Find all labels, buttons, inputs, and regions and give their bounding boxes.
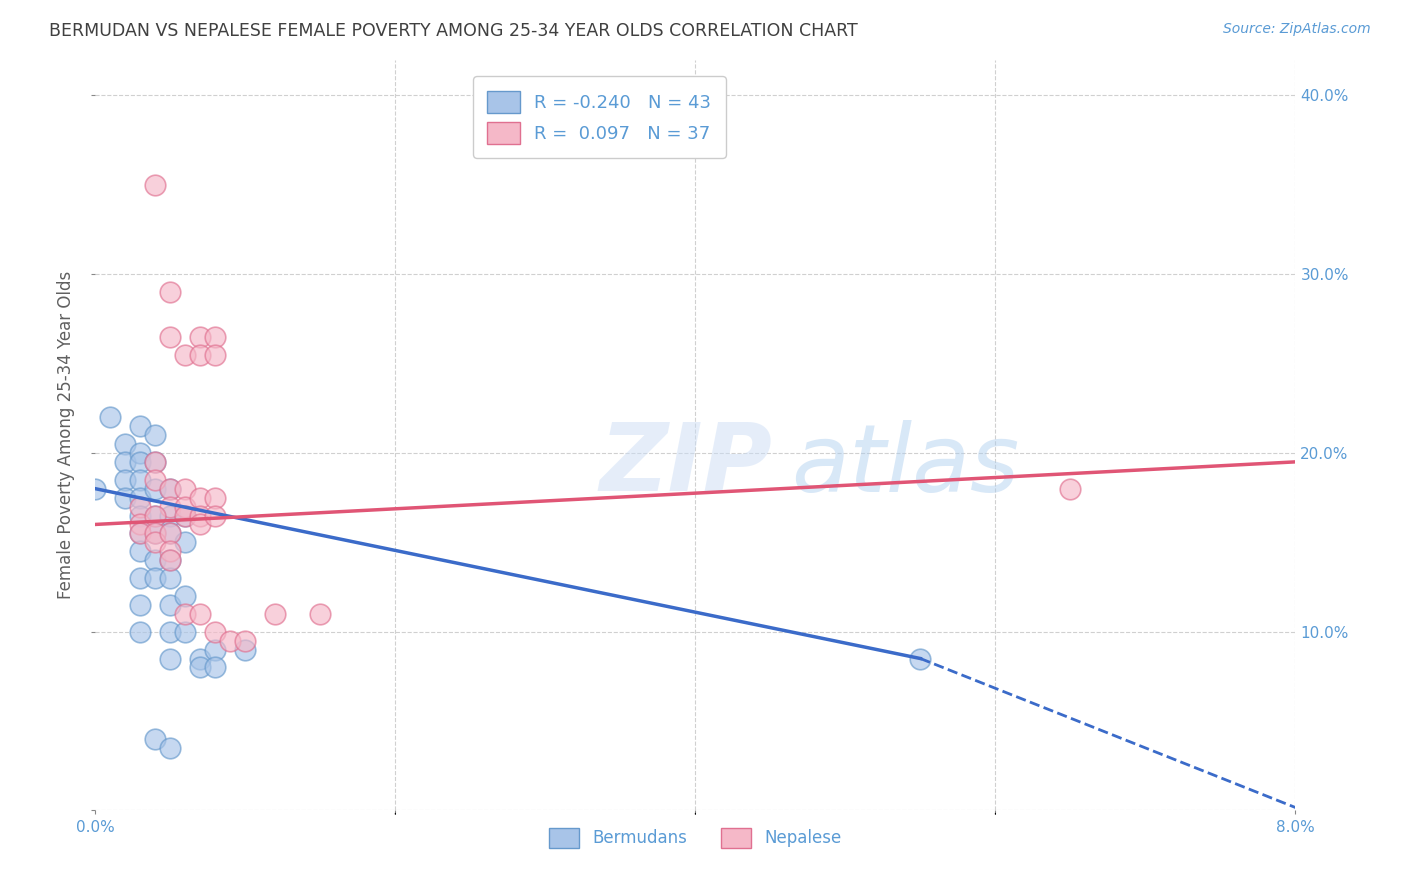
- Point: [159, 526, 181, 541]
- Point: [204, 660, 226, 674]
- Point: [129, 455, 152, 469]
- Point: [188, 348, 211, 362]
- Point: [174, 500, 197, 514]
- Point: [129, 491, 152, 505]
- Point: [84, 482, 107, 496]
- Point: [233, 642, 256, 657]
- Point: [188, 517, 211, 532]
- Point: [233, 633, 256, 648]
- Point: [129, 598, 152, 612]
- Point: [143, 455, 166, 469]
- Point: [204, 491, 226, 505]
- Point: [129, 544, 152, 558]
- Point: [910, 651, 932, 665]
- Point: [159, 553, 181, 567]
- Point: [129, 473, 152, 487]
- Y-axis label: Female Poverty Among 25-34 Year Olds: Female Poverty Among 25-34 Year Olds: [58, 271, 75, 599]
- Text: Source: ZipAtlas.com: Source: ZipAtlas.com: [1223, 22, 1371, 37]
- Point: [174, 607, 197, 621]
- Point: [159, 544, 181, 558]
- Point: [143, 526, 166, 541]
- Point: [174, 348, 197, 362]
- Point: [129, 624, 152, 639]
- Point: [204, 624, 226, 639]
- Point: [114, 455, 136, 469]
- Point: [159, 285, 181, 299]
- Point: [159, 482, 181, 496]
- Point: [143, 473, 166, 487]
- Point: [174, 482, 197, 496]
- Point: [174, 508, 197, 523]
- Point: [114, 437, 136, 451]
- Point: [188, 607, 211, 621]
- Point: [98, 410, 121, 425]
- Point: [129, 446, 152, 460]
- Point: [159, 598, 181, 612]
- Point: [219, 633, 242, 648]
- Point: [143, 731, 166, 746]
- Point: [143, 553, 166, 567]
- Point: [143, 428, 166, 442]
- Point: [188, 660, 211, 674]
- Point: [129, 500, 152, 514]
- Point: [159, 740, 181, 755]
- Point: [174, 624, 197, 639]
- Point: [204, 348, 226, 362]
- Point: [129, 419, 152, 434]
- Point: [159, 526, 181, 541]
- Point: [188, 491, 211, 505]
- Point: [188, 508, 211, 523]
- Point: [129, 526, 152, 541]
- Legend: Bermudans, Nepalese: Bermudans, Nepalese: [543, 821, 848, 855]
- Point: [143, 482, 166, 496]
- Point: [204, 642, 226, 657]
- Point: [188, 651, 211, 665]
- Point: [143, 526, 166, 541]
- Point: [159, 508, 181, 523]
- Point: [129, 517, 152, 532]
- Point: [174, 589, 197, 603]
- Point: [204, 329, 226, 343]
- Point: [159, 571, 181, 585]
- Text: ZIP: ZIP: [599, 419, 772, 511]
- Point: [129, 508, 152, 523]
- Point: [114, 491, 136, 505]
- Point: [159, 482, 181, 496]
- Point: [129, 526, 152, 541]
- Point: [114, 473, 136, 487]
- Point: [204, 508, 226, 523]
- Point: [143, 535, 166, 549]
- Point: [159, 329, 181, 343]
- Point: [309, 607, 332, 621]
- Point: [129, 571, 152, 585]
- Point: [159, 624, 181, 639]
- Point: [159, 651, 181, 665]
- Point: [143, 508, 166, 523]
- Point: [1059, 482, 1081, 496]
- Point: [143, 571, 166, 585]
- Text: BERMUDAN VS NEPALESE FEMALE POVERTY AMONG 25-34 YEAR OLDS CORRELATION CHART: BERMUDAN VS NEPALESE FEMALE POVERTY AMON…: [49, 22, 858, 40]
- Point: [159, 553, 181, 567]
- Text: atlas: atlas: [792, 419, 1019, 510]
- Point: [188, 329, 211, 343]
- Point: [143, 508, 166, 523]
- Point: [174, 508, 197, 523]
- Point: [143, 178, 166, 192]
- Point: [264, 607, 287, 621]
- Point: [159, 500, 181, 514]
- Point: [143, 455, 166, 469]
- Point: [174, 535, 197, 549]
